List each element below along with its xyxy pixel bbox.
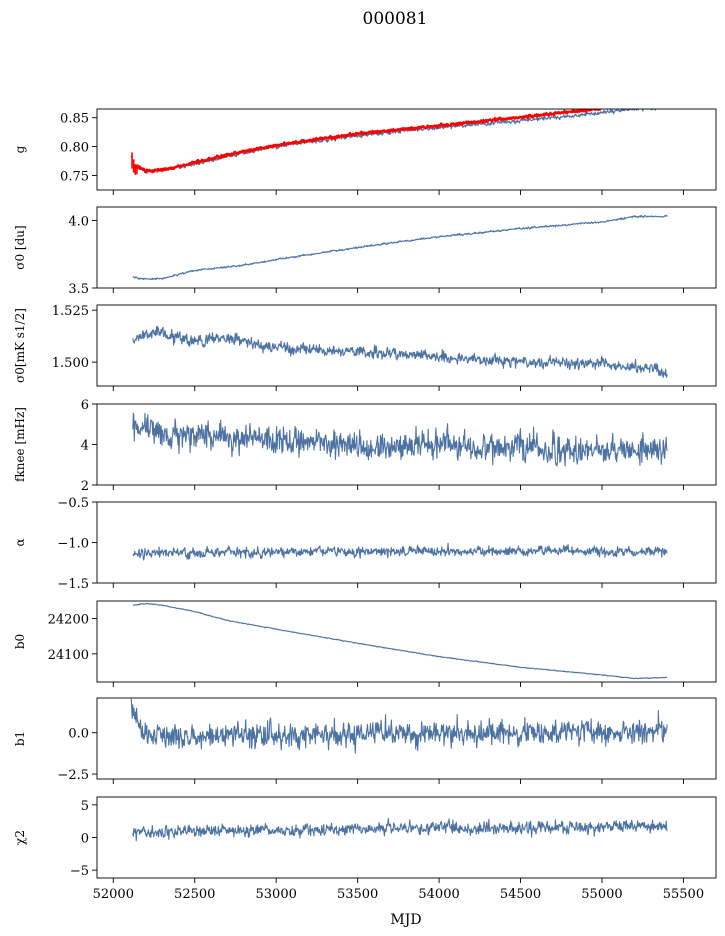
panel-frame-g — [96, 108, 717, 191]
y-tick-label-fknee-1: 4 — [81, 439, 89, 454]
x-tick-label-2: 53000 — [256, 887, 297, 902]
panel-frame-b0 — [96, 600, 717, 683]
panel-sigma0: 3.5 4.0 σ0 [du] — [13, 206, 717, 297]
series-line-sigma0-data — [132, 214, 668, 281]
y-tick-label-sigma0_mk-1: 1.525 — [52, 304, 89, 319]
panel-frame-alpha — [96, 501, 717, 584]
y-axis-label-chi2: χ2 — [13, 830, 27, 845]
y-tick-label-g-0: 0.75 — [60, 170, 89, 185]
y-tick-label-fknee-0: 2 — [81, 479, 89, 494]
panel-frame-sigma0 — [96, 206, 717, 289]
x-tick-label-4: 54000 — [418, 887, 459, 902]
x-tick-label-1: 52500 — [174, 887, 215, 902]
y-axis-label-sigma0_mk: σ0[mK s1/2] — [13, 308, 27, 383]
y-tick-label-sigma0-1: 4.0 — [68, 215, 89, 230]
panels-group: 0.75 0.80 0.85 g 3.5 4.0 σ0 [du] 1.500 1.525 σ0[m… — [13, 108, 717, 902]
figure-title: 000081 — [363, 9, 428, 29]
y-axis-label-sigma0: σ0 [du] — [13, 225, 27, 269]
y-tick-label-chi2-0: −5 — [70, 864, 89, 879]
series-line-b0-data — [132, 602, 668, 680]
series-line-alpha-data — [132, 542, 668, 561]
panel-frame-chi2 — [96, 796, 717, 879]
y-axis-label-fknee: fknee [mHz] — [13, 407, 27, 482]
y-tick-label-chi2-2: 5 — [81, 799, 89, 814]
series-line-chi2-data — [132, 817, 668, 842]
panel-chi2: −5 0 5 52000 52500 53000 53500 54000 54500 55000 5… — [13, 796, 717, 902]
y-tick-label-g-2: 0.85 — [60, 112, 89, 127]
y-axis-label-b0: b0 — [13, 634, 27, 649]
series-line-sigma0_mk-data — [132, 326, 668, 378]
x-tick-label-3: 53500 — [337, 887, 378, 902]
x-tick-label-0: 52000 — [93, 887, 134, 902]
y-tick-label-chi2-1: 0 — [81, 832, 89, 847]
x-tick-label-5: 54500 — [500, 887, 541, 902]
y-tick-label-alpha-0: −1.5 — [57, 577, 89, 592]
panel-sigma0_mk: 1.500 1.525 σ0[mK s1/2] — [13, 304, 717, 391]
panel-frame-sigma0_mk — [96, 304, 717, 387]
y-tick-label-b1-0: −2.5 — [57, 768, 89, 783]
panel-b1: −2.5 0.0 b1 — [13, 697, 717, 784]
series-line-b1-data — [130, 698, 668, 754]
x-tick-label-6: 55000 — [581, 887, 622, 902]
panel-b0: 24100 24200 b0 — [13, 600, 717, 687]
x-axis-label: MJD — [390, 912, 421, 928]
panel-frame-b1 — [96, 697, 717, 780]
series-line-fknee-data — [132, 412, 668, 467]
y-tick-label-sigma0_mk-0: 1.500 — [52, 356, 89, 371]
series-line-g-data — [130, 109, 657, 174]
panel-g: 0.75 0.80 0.85 g — [13, 108, 717, 195]
y-tick-label-fknee-2: 6 — [81, 398, 89, 413]
x-tick-label-7: 55500 — [663, 887, 704, 902]
y-tick-label-alpha-2: −0.5 — [57, 496, 89, 511]
y-tick-label-b0-0: 24100 — [48, 648, 89, 663]
y-tick-label-sigma0-0: 3.5 — [68, 282, 89, 297]
y-axis-label-g: g — [13, 145, 27, 153]
y-axis-label-b1: b1 — [13, 731, 27, 746]
y-tick-label-g-1: 0.80 — [60, 141, 89, 156]
y-tick-label-b0-1: 24200 — [48, 613, 89, 628]
panel-fknee: 2 4 6 fknee [mHz] — [13, 398, 717, 494]
y-tick-label-b1-1: 0.0 — [68, 727, 89, 742]
y-axis-label-alpha: α — [13, 538, 27, 546]
panel-alpha: −1.5 −1.0 −0.5 α — [13, 496, 717, 592]
series-line-g-model — [132, 109, 603, 174]
y-tick-label-alpha-1: −1.0 — [57, 537, 89, 552]
